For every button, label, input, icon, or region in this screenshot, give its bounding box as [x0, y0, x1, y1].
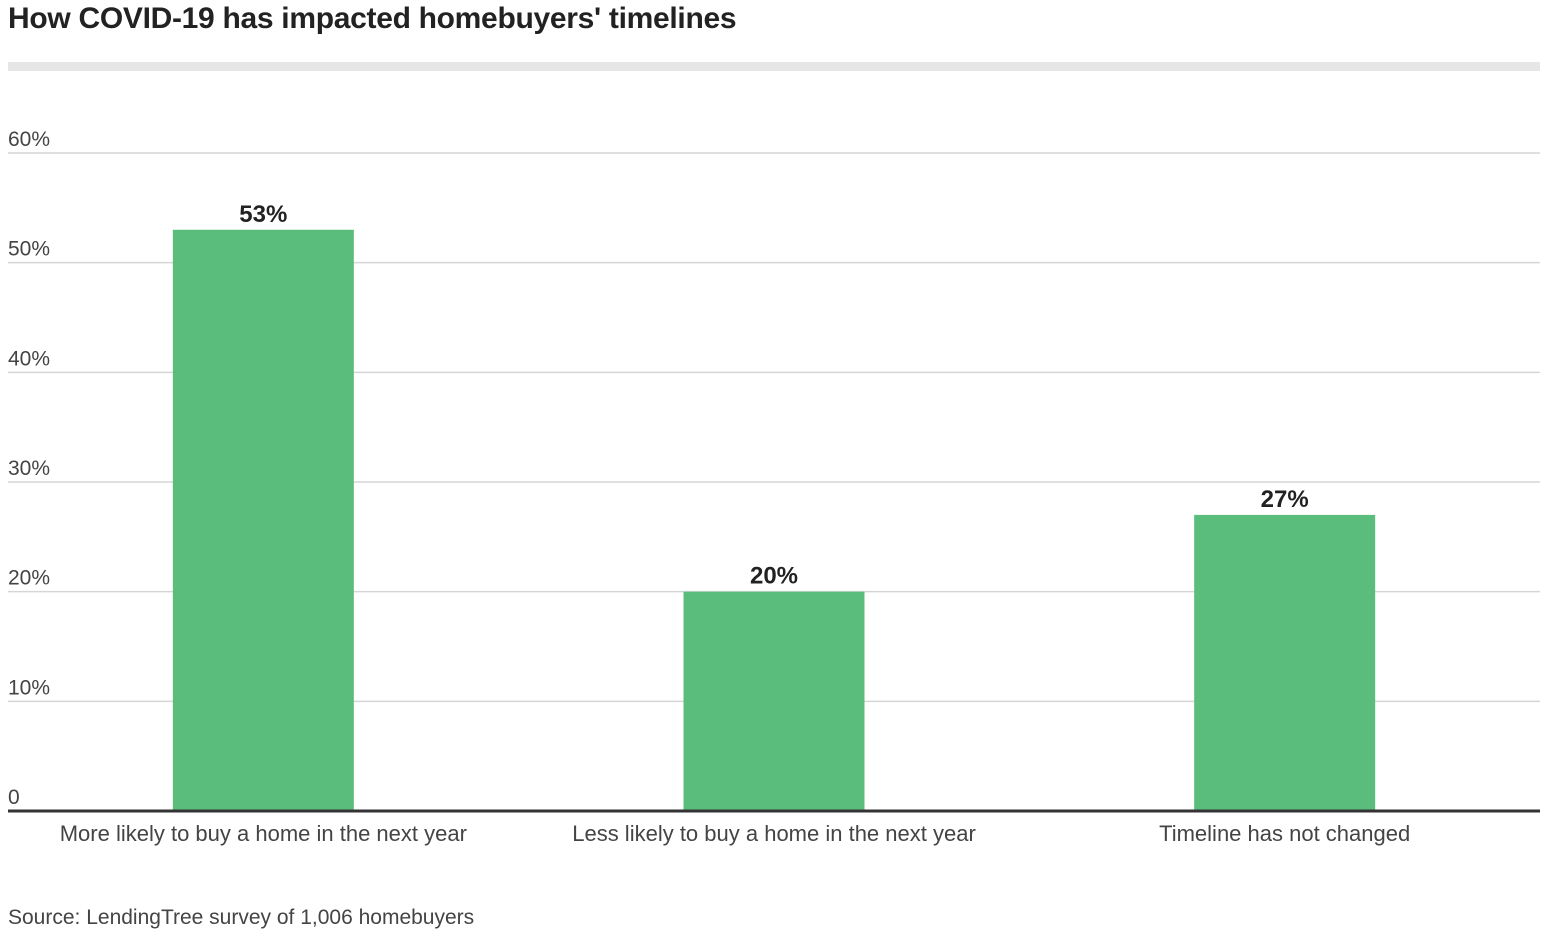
y-tick-label: 60% [8, 128, 50, 151]
y-tick-label: 50% [8, 238, 50, 261]
data-label: 20% [750, 563, 798, 590]
bar-chart: 0 10% 20% 30% 40% 50% 60% 53% More likely to buy… [8, 128, 1540, 846]
y-tick-label: 30% [8, 457, 50, 480]
bar [683, 591, 865, 811]
title-divider [8, 62, 1540, 71]
y-tick-label: 10% [8, 676, 50, 699]
data-label: 27% [1261, 486, 1309, 513]
y-tick-label: 0 [8, 786, 20, 809]
source-note: Source: LendingTree survey of 1,006 home… [8, 906, 475, 929]
data-label: 53% [239, 201, 287, 228]
chart-title: How COVID-19 has impacted homebuyers' ti… [8, 2, 737, 35]
x-category-label: More likely to buy a home in the next ye… [60, 821, 467, 846]
bar [172, 229, 354, 811]
x-category-label: Timeline has not changed [1159, 821, 1410, 846]
bar [1194, 514, 1376, 811]
y-tick-label: 20% [8, 567, 50, 590]
y-tick-label: 40% [8, 347, 50, 370]
x-category-label: Less likely to buy a home in the next ye… [572, 821, 976, 846]
